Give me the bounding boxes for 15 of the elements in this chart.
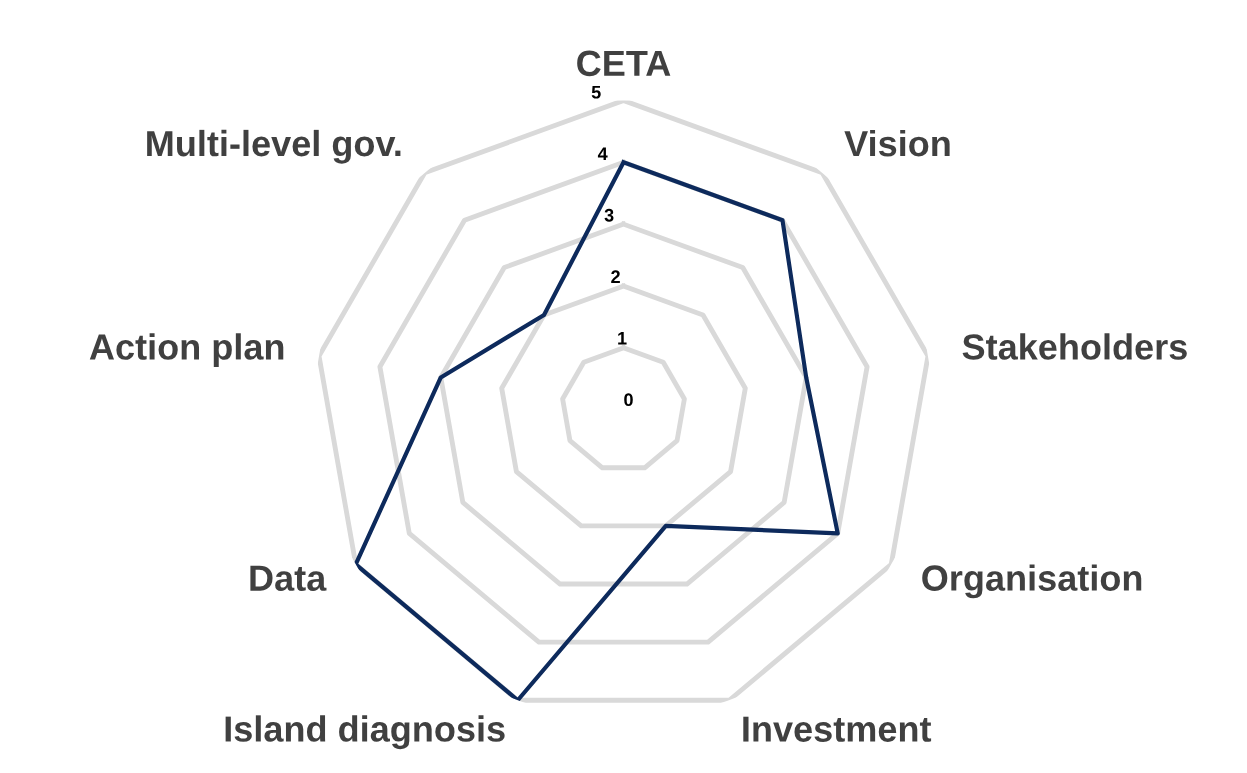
y-tick-label: 4: [597, 147, 608, 160]
spoke-label: Stakeholders: [962, 333, 1187, 360]
y-tick-label: 1: [618, 332, 627, 345]
spoke-label: Organisation: [922, 564, 1142, 599]
y-tick-label: 0: [624, 393, 633, 407]
y-tick-label: 5: [591, 86, 601, 99]
y-tick-label: 3: [604, 208, 614, 222]
spoke-label: CETA: [577, 50, 671, 77]
spoke-label: Vision: [844, 129, 950, 157]
spoke-label: Action plan: [89, 333, 284, 367]
spoke-label: Island diagnosis: [225, 715, 505, 750]
y-tick-label: 2: [611, 270, 620, 283]
spoke-label: Investment: [743, 716, 932, 742]
spoke-label: Multi-level gov.: [147, 129, 401, 164]
spoke-label: Data: [250, 565, 327, 591]
